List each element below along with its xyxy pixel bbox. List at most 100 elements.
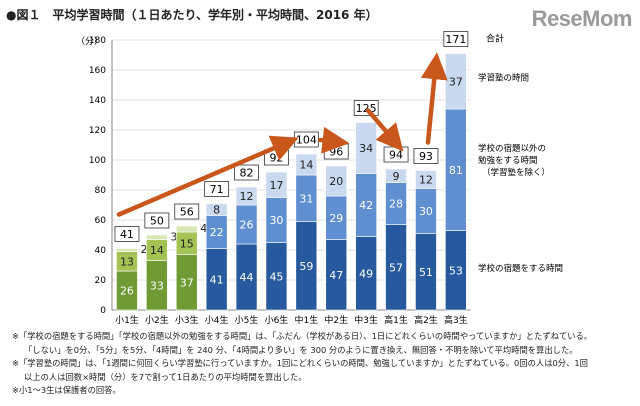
data-label: 53 bbox=[449, 264, 463, 277]
x-tick-label: 小4生 bbox=[205, 314, 229, 326]
data-label: 33 bbox=[150, 279, 164, 292]
data-label: 14 bbox=[299, 159, 313, 172]
x-tick-label: 小5生 bbox=[235, 314, 259, 326]
data-label: 22 bbox=[210, 226, 224, 239]
total-label: 82 bbox=[240, 167, 254, 180]
total-label: 41 bbox=[120, 228, 134, 241]
data-label: 26 bbox=[240, 219, 254, 232]
x-tick-label: 高3生 bbox=[444, 314, 468, 326]
legend-total: 合計 bbox=[486, 33, 504, 45]
total-box bbox=[204, 181, 230, 197]
total-box bbox=[144, 212, 170, 229]
data-label: 47 bbox=[329, 269, 343, 282]
chart-title: ●図１ 平均学習時間（１日あたり、学年別・平均時間、2016 年） bbox=[6, 8, 378, 22]
data-label: 13 bbox=[120, 255, 134, 268]
bar-juku bbox=[385, 168, 407, 183]
legend-other-line: （学習塾を除く） bbox=[482, 167, 550, 178]
data-label: 12 bbox=[419, 174, 433, 187]
bar-juku bbox=[265, 171, 288, 198]
data-label: 29 bbox=[329, 212, 343, 225]
bar-juku bbox=[146, 234, 168, 240]
y-tick-label: 60 bbox=[95, 216, 107, 226]
data-label: 81 bbox=[449, 164, 463, 177]
x-tick-label: 小6生 bbox=[265, 314, 289, 326]
data-label: 26 bbox=[120, 285, 134, 298]
data-label: 14 bbox=[150, 244, 164, 257]
x-tick-label: 小2生 bbox=[145, 314, 169, 326]
data-label: 8 bbox=[213, 204, 220, 217]
total-label: 171 bbox=[445, 33, 466, 46]
x-tick-label: 中2生 bbox=[324, 314, 348, 326]
total-box bbox=[443, 31, 469, 47]
y-tick-label: 160 bbox=[89, 66, 106, 76]
legend-homework: 学校の宿題をする時間 bbox=[478, 263, 563, 274]
y-tick-label: 20 bbox=[95, 276, 107, 286]
data-label: 15 bbox=[180, 237, 194, 250]
total-label: 71 bbox=[210, 183, 224, 196]
total-label: 104 bbox=[296, 134, 317, 147]
data-label: 3 bbox=[170, 230, 177, 243]
x-tick-label: 小1生 bbox=[115, 314, 139, 326]
data-label: 17 bbox=[269, 179, 283, 192]
footnote-1: ※「学校の宿題をする時間」「学校の宿題以外の勉強をする時間」は、「ふだん（学校が… bbox=[12, 331, 593, 341]
total-label: 125 bbox=[356, 102, 377, 115]
x-tick-label: 小3生 bbox=[175, 314, 199, 326]
x-tick-label: 高2生 bbox=[414, 314, 438, 326]
total-box bbox=[174, 203, 200, 220]
data-label: 49 bbox=[359, 267, 373, 280]
trend-arrow bbox=[420, 52, 448, 145]
data-label: 31 bbox=[299, 192, 313, 205]
y-tick-label: 140 bbox=[89, 96, 106, 106]
data-label: 9 bbox=[393, 170, 400, 183]
footnote-5: ※小1～3生は保護者の回答。 bbox=[12, 385, 121, 396]
legend-juku: 学習塾の時間 bbox=[478, 73, 529, 84]
data-label: 30 bbox=[269, 214, 283, 227]
bar-juku bbox=[325, 165, 348, 197]
footnotes: ※「学校の宿題をする時間」「学校の宿題以外の勉強をする時間」は、「ふだん（学校が… bbox=[12, 330, 632, 398]
bar-juku bbox=[295, 153, 318, 176]
data-label: 37 bbox=[180, 276, 194, 289]
total-box bbox=[413, 148, 439, 164]
footnote-2: 「しない」を0分、「5分」を5分、「4時間」を 240 分、「4時間より多い」を… bbox=[24, 344, 578, 355]
data-label: 4 bbox=[200, 222, 207, 235]
data-label: 2 bbox=[140, 243, 147, 256]
y-axis-label: （分） bbox=[76, 36, 103, 47]
total-label: 56 bbox=[180, 206, 194, 219]
resemom-logo[interactable]: ReseMom bbox=[531, 6, 633, 31]
trend-arrow bbox=[116, 135, 299, 217]
data-label: 28 bbox=[389, 198, 403, 211]
bar-juku bbox=[205, 203, 228, 216]
data-label: 59 bbox=[299, 260, 313, 273]
total-label: 96 bbox=[329, 146, 343, 159]
trend-arrow bbox=[318, 126, 350, 154]
data-label: 45 bbox=[269, 270, 283, 283]
data-label: 30 bbox=[419, 205, 433, 218]
footnote-3: ※「学習塾の時間」は、「1週間に何回くらい学習塾に行っていますか。1回にどれくら… bbox=[12, 358, 588, 369]
data-label: 34 bbox=[359, 142, 373, 155]
y-tick-label: 80 bbox=[95, 186, 107, 196]
data-label: 12 bbox=[240, 190, 254, 203]
total-label: 93 bbox=[419, 150, 433, 163]
trend-arrow bbox=[365, 108, 404, 152]
x-tick-label: 高1生 bbox=[384, 314, 408, 326]
data-label: 20 bbox=[329, 175, 343, 188]
y-tick-label: 180 bbox=[89, 36, 106, 46]
legend-other-line: 勉強をする時間 bbox=[478, 155, 538, 166]
footnote-4: 以上の人は回数×時間（分）を7で割って1日あたりの平均時間を算出した。 bbox=[24, 371, 307, 382]
legend-other-line: 学校の宿題以外の bbox=[478, 143, 546, 154]
bar-juku bbox=[116, 248, 138, 252]
total-label: 94 bbox=[389, 149, 403, 162]
stacked-bar-chart: （分）0204060801001201401601802613241小1生331… bbox=[76, 31, 563, 326]
data-label: 37 bbox=[449, 75, 463, 88]
data-label: 44 bbox=[240, 271, 254, 284]
y-tick-label: 0 bbox=[100, 306, 106, 316]
total-box bbox=[234, 164, 259, 181]
y-tick-label: 100 bbox=[89, 156, 106, 166]
bar-juku bbox=[445, 53, 467, 110]
data-label: 51 bbox=[419, 266, 433, 279]
bar-juku bbox=[235, 186, 258, 206]
y-tick-label: 120 bbox=[89, 126, 106, 136]
bar-juku bbox=[415, 170, 437, 189]
total-label: 50 bbox=[150, 215, 164, 228]
total-box bbox=[114, 226, 140, 242]
